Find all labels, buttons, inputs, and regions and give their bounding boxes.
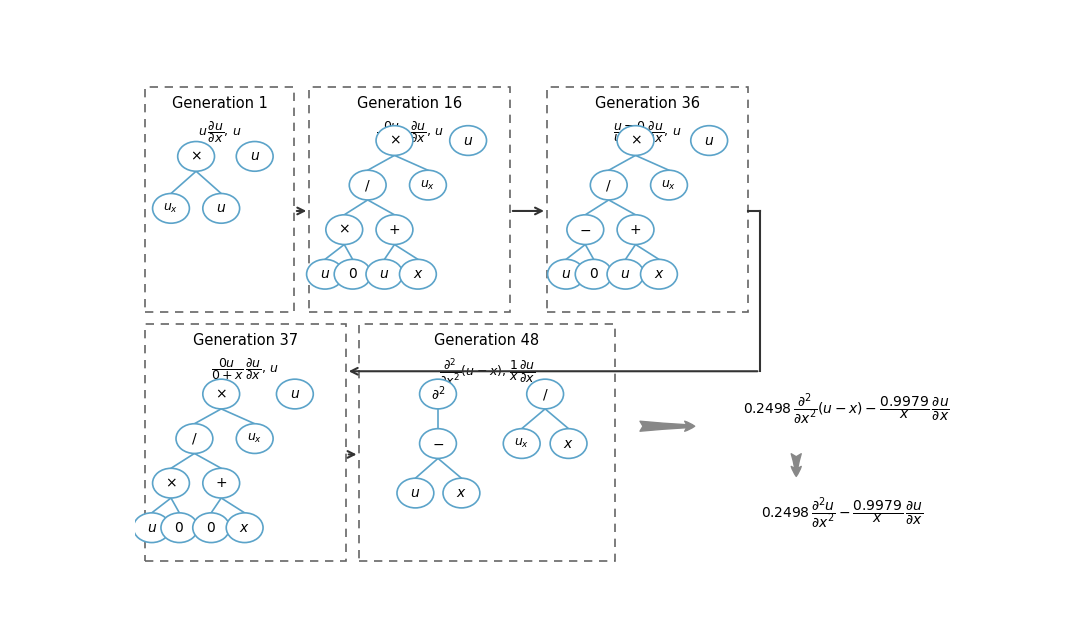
Text: $\times$: $\times$ <box>215 387 227 401</box>
Ellipse shape <box>152 194 189 223</box>
Text: $/$: $/$ <box>606 177 612 193</box>
Text: $u$: $u$ <box>249 149 260 163</box>
Ellipse shape <box>419 379 457 409</box>
Ellipse shape <box>550 429 588 458</box>
Ellipse shape <box>176 424 213 453</box>
Text: $0$: $0$ <box>589 267 598 281</box>
Ellipse shape <box>152 468 189 498</box>
Text: $\dfrac{u-0}{u+x}\,\dfrac{\partial u}{\partial x},\,u$: $\dfrac{u-0}{u+x}\,\dfrac{\partial u}{\p… <box>613 119 681 145</box>
Text: $/$: $/$ <box>364 177 372 193</box>
Ellipse shape <box>203 194 240 223</box>
Ellipse shape <box>548 259 584 289</box>
Text: $u$: $u$ <box>410 486 420 500</box>
Ellipse shape <box>409 170 446 200</box>
Ellipse shape <box>650 170 687 200</box>
Text: $-$: $-$ <box>432 437 444 451</box>
Ellipse shape <box>376 215 413 244</box>
Text: $/$: $/$ <box>542 386 549 401</box>
Text: $0.2498\,\dfrac{\partial^2 u}{\partial x^2} - \dfrac{0.9979}{x}\,\dfrac{\partial: $0.2498\,\dfrac{\partial^2 u}{\partial x… <box>761 495 923 530</box>
Ellipse shape <box>237 424 273 453</box>
Text: $+$: $+$ <box>630 222 642 237</box>
Ellipse shape <box>419 429 457 458</box>
Ellipse shape <box>527 379 564 409</box>
Text: $x$: $x$ <box>413 267 423 281</box>
Ellipse shape <box>226 513 264 543</box>
Text: $+$: $+$ <box>389 222 401 237</box>
Text: $u$: $u$ <box>463 134 473 147</box>
Ellipse shape <box>449 125 486 156</box>
Text: $x$: $x$ <box>653 267 664 281</box>
Ellipse shape <box>203 379 240 409</box>
Text: $\times$: $\times$ <box>190 149 202 163</box>
Ellipse shape <box>178 141 215 171</box>
Text: $u_x$: $u_x$ <box>514 437 529 450</box>
Ellipse shape <box>366 259 403 289</box>
Ellipse shape <box>334 259 372 289</box>
Text: $\dfrac{0u}{u+x}\,\dfrac{\partial u}{\partial x},\,u$: $\dfrac{0u}{u+x}\,\dfrac{\partial u}{\pa… <box>376 119 444 145</box>
Ellipse shape <box>503 429 540 458</box>
Ellipse shape <box>376 125 413 156</box>
Ellipse shape <box>307 259 343 289</box>
Text: $u$: $u$ <box>289 387 300 401</box>
Text: $+$: $+$ <box>215 476 227 490</box>
Text: $u_x$: $u_x$ <box>247 432 262 445</box>
Text: $u$: $u$ <box>216 201 227 215</box>
Text: Generation 1: Generation 1 <box>172 96 268 111</box>
Text: $u\,\dfrac{\partial u}{\partial x},\,u$: $u\,\dfrac{\partial u}{\partial x},\,u$ <box>198 119 242 145</box>
Ellipse shape <box>203 468 240 498</box>
Ellipse shape <box>691 125 728 156</box>
Text: Generation 37: Generation 37 <box>193 332 298 348</box>
Text: $0.2498\,\dfrac{\partial^2}{\partial x^2}(u-x) - \dfrac{0.9979}{x}\,\dfrac{\part: $0.2498\,\dfrac{\partial^2}{\partial x^2… <box>743 391 949 427</box>
Text: $\dfrac{\partial^2}{\partial x^2}(u-x),\,\dfrac{1}{x}\dfrac{\partial u}{\partial: $\dfrac{\partial^2}{\partial x^2}(u-x),\… <box>438 356 536 388</box>
Text: $\times$: $\times$ <box>630 134 642 147</box>
Text: $\times$: $\times$ <box>165 476 177 490</box>
Text: $x$: $x$ <box>240 521 249 535</box>
Ellipse shape <box>640 259 677 289</box>
Ellipse shape <box>617 215 653 244</box>
Ellipse shape <box>326 215 363 244</box>
Text: $u$: $u$ <box>620 267 631 281</box>
Ellipse shape <box>349 170 387 200</box>
Text: $u$: $u$ <box>147 521 157 535</box>
Text: $\times$: $\times$ <box>338 222 350 237</box>
Text: $\times$: $\times$ <box>389 134 401 147</box>
Text: $u_x$: $u_x$ <box>420 179 435 192</box>
Ellipse shape <box>443 478 480 508</box>
Text: $u_x$: $u_x$ <box>163 202 178 215</box>
Text: Generation 16: Generation 16 <box>357 96 462 111</box>
Ellipse shape <box>237 141 273 171</box>
Text: $u$: $u$ <box>379 267 390 281</box>
Ellipse shape <box>397 478 434 508</box>
Ellipse shape <box>276 379 313 409</box>
Text: $u$: $u$ <box>320 267 330 281</box>
Ellipse shape <box>192 513 230 543</box>
Ellipse shape <box>617 125 653 156</box>
Text: $u_x$: $u_x$ <box>661 179 676 192</box>
Text: $-$: $-$ <box>579 222 592 237</box>
Text: $0$: $0$ <box>348 267 357 281</box>
Text: $\partial^2$: $\partial^2$ <box>431 385 445 403</box>
Text: $x$: $x$ <box>456 486 467 500</box>
Text: $0$: $0$ <box>206 521 216 535</box>
Text: Generation 48: Generation 48 <box>434 332 540 348</box>
Text: $u$: $u$ <box>704 134 714 147</box>
Ellipse shape <box>567 215 604 244</box>
Text: $0$: $0$ <box>175 521 185 535</box>
Text: $u$: $u$ <box>561 267 571 281</box>
Ellipse shape <box>576 259 612 289</box>
Text: $x$: $x$ <box>564 437 573 451</box>
Ellipse shape <box>133 513 171 543</box>
Text: Generation 36: Generation 36 <box>595 96 700 111</box>
Ellipse shape <box>591 170 627 200</box>
Ellipse shape <box>607 259 644 289</box>
Ellipse shape <box>161 513 198 543</box>
Ellipse shape <box>400 259 436 289</box>
Text: $/$: $/$ <box>191 431 198 446</box>
Text: $\dfrac{0u}{0+x}\,\dfrac{\partial u}{\partial x},\,u$: $\dfrac{0u}{0+x}\,\dfrac{\partial u}{\pa… <box>212 356 280 382</box>
